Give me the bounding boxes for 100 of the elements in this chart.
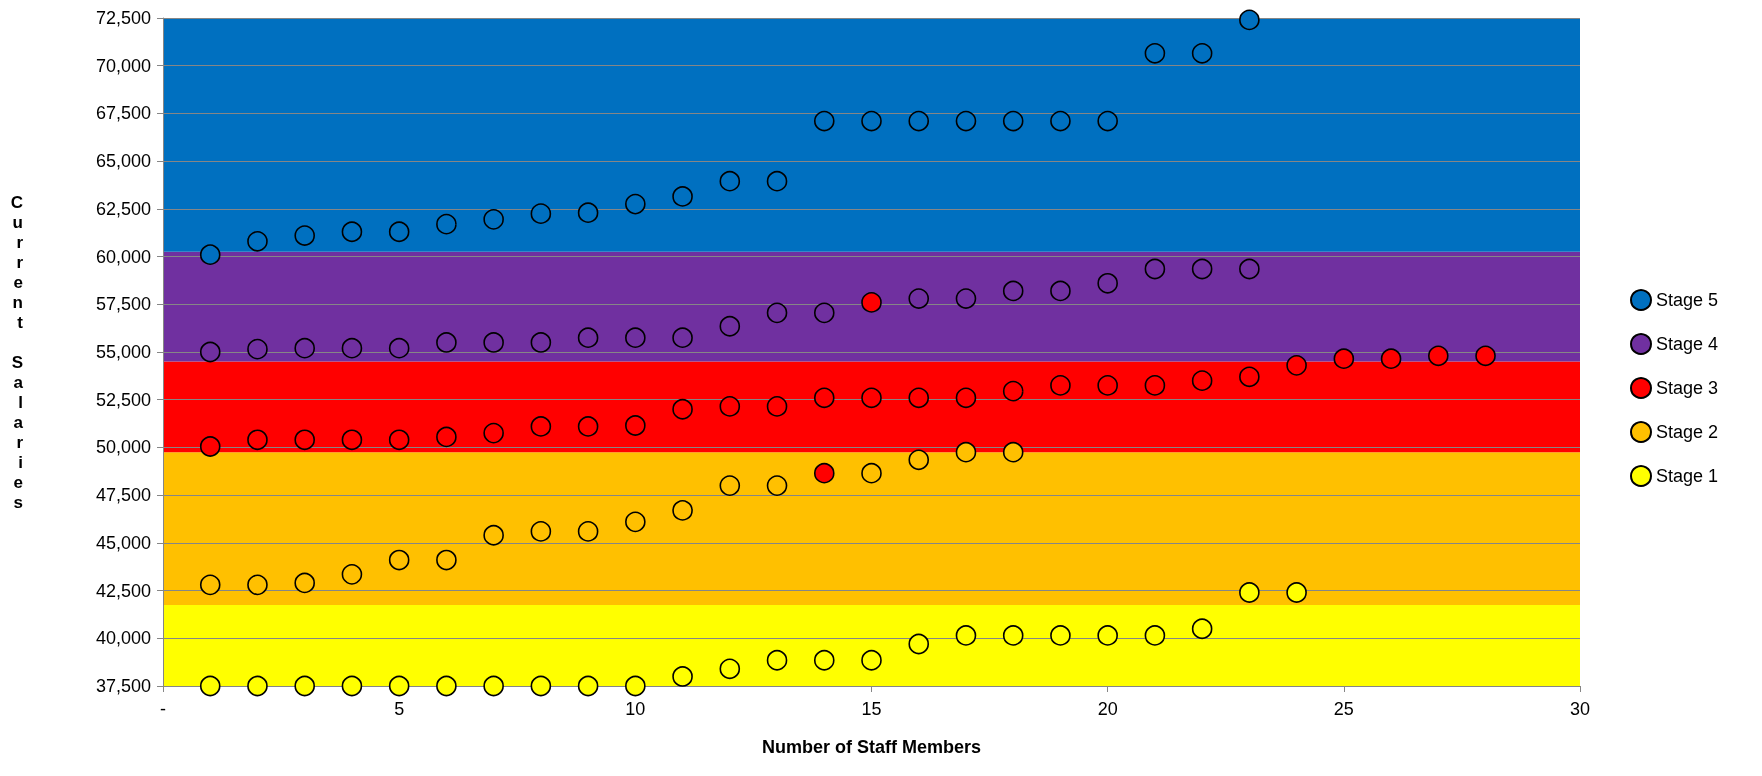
point xyxy=(719,658,741,680)
point xyxy=(1144,43,1166,64)
y-tick-label: 62,500 xyxy=(95,198,151,219)
legend-label: Stage 2 xyxy=(1656,422,1719,442)
point xyxy=(719,315,741,337)
point xyxy=(436,213,457,235)
point xyxy=(483,332,504,353)
y-tick-label: 55,000 xyxy=(95,342,151,362)
point xyxy=(1239,366,1260,388)
point xyxy=(1144,625,1166,646)
point xyxy=(625,511,646,533)
point xyxy=(955,387,977,409)
point xyxy=(625,327,646,348)
point xyxy=(672,666,693,687)
y-tick-label: 45,000 xyxy=(95,532,151,553)
point xyxy=(766,302,788,324)
point xyxy=(1002,280,1024,302)
point xyxy=(294,225,315,246)
point xyxy=(1002,625,1024,646)
point xyxy=(247,429,268,451)
point xyxy=(813,649,835,671)
point xyxy=(955,625,977,646)
y-tick-label: 72,500 xyxy=(95,8,151,28)
point xyxy=(908,288,930,309)
point xyxy=(766,475,788,496)
point xyxy=(1239,258,1260,280)
point xyxy=(530,203,552,224)
point xyxy=(955,110,977,132)
point xyxy=(1050,625,1071,646)
point xyxy=(436,332,457,353)
point xyxy=(719,475,741,496)
point xyxy=(577,202,599,223)
point xyxy=(388,221,410,243)
point xyxy=(577,327,599,348)
point xyxy=(483,675,504,697)
point xyxy=(955,441,977,463)
legend-label: Stage 4 xyxy=(1656,334,1719,354)
x-tick-label: 25 xyxy=(1333,699,1354,719)
x-tick-label: 15 xyxy=(861,699,882,719)
point xyxy=(672,327,693,348)
point xyxy=(1475,345,1496,367)
point xyxy=(530,675,552,697)
y-tick-label: 57,500 xyxy=(95,294,151,315)
y-tick-label: 37,500 xyxy=(95,676,151,696)
point xyxy=(625,675,646,697)
y-tick-label: 47,500 xyxy=(95,485,151,506)
point xyxy=(1002,380,1024,402)
point xyxy=(1239,582,1260,603)
point xyxy=(1239,9,1260,31)
y-tick-label: 40,000 xyxy=(95,628,151,649)
point xyxy=(719,396,741,417)
point xyxy=(1191,43,1213,64)
point xyxy=(436,426,457,448)
y-tick-label: 42,500 xyxy=(95,580,151,601)
point xyxy=(388,675,410,697)
point xyxy=(247,574,268,596)
point xyxy=(908,387,930,409)
x-tick-label: 20 xyxy=(1097,699,1118,719)
point xyxy=(577,675,599,697)
point xyxy=(294,572,315,594)
point xyxy=(1002,441,1024,463)
point xyxy=(766,170,788,192)
point xyxy=(294,675,315,697)
point xyxy=(625,415,646,436)
legend-label: Stage 5 xyxy=(1656,290,1719,310)
point xyxy=(625,193,646,215)
point xyxy=(908,633,930,655)
point xyxy=(861,649,882,671)
y-tick-label: 70,000 xyxy=(95,55,151,76)
y-tick-label: 65,000 xyxy=(95,151,151,172)
point xyxy=(577,416,599,437)
point xyxy=(1380,348,1402,369)
y-tick-label: 52,500 xyxy=(95,389,151,410)
point xyxy=(199,574,221,596)
point xyxy=(908,110,930,132)
point xyxy=(908,449,930,471)
point xyxy=(813,462,835,484)
point xyxy=(1097,110,1118,132)
point xyxy=(1191,618,1213,640)
point xyxy=(1097,625,1118,646)
legend-label: Stage 3 xyxy=(1656,378,1719,398)
point xyxy=(1144,258,1166,280)
point xyxy=(672,398,693,420)
point xyxy=(813,110,835,132)
point xyxy=(388,429,410,451)
y-tick-label: 60,000 xyxy=(95,246,151,267)
point xyxy=(672,186,693,207)
point xyxy=(1050,280,1071,302)
point xyxy=(199,436,221,457)
point xyxy=(247,675,268,697)
point xyxy=(1191,258,1213,280)
point xyxy=(341,564,363,585)
point xyxy=(1002,110,1024,132)
point xyxy=(247,338,268,360)
point xyxy=(247,231,268,252)
point xyxy=(341,429,363,451)
point xyxy=(341,221,363,243)
point xyxy=(1286,582,1307,603)
point xyxy=(1428,345,1449,367)
point xyxy=(294,429,315,451)
